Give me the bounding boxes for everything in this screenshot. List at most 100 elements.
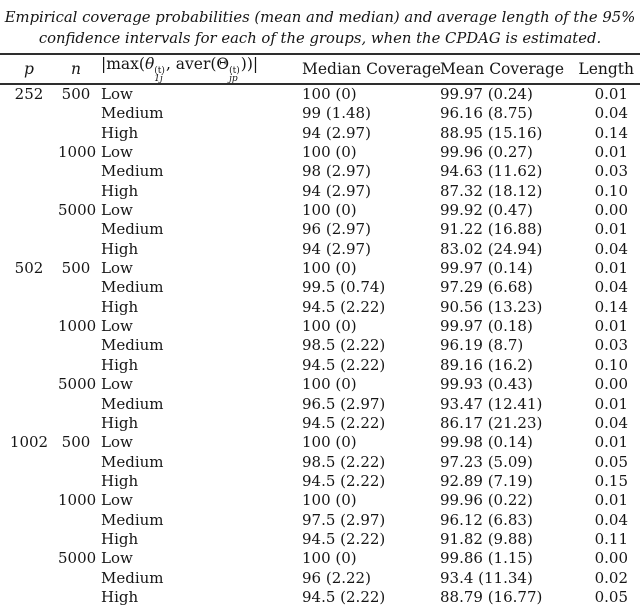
math-theta-lower: θ (144, 55, 155, 73)
cell-p (0, 240, 58, 259)
cell-length: 0.10 (594, 355, 628, 374)
cell-group-level: Low (101, 317, 133, 336)
caption-line-2: confidence intervals for each of the gro… (38, 30, 602, 47)
cell-group-level: Medium (101, 510, 164, 529)
cell-length: 0.01 (594, 220, 628, 239)
cell-n (58, 336, 94, 355)
cell-length: 0.14 (594, 297, 628, 316)
cell-n (58, 104, 94, 123)
table-row: Medium 96.5 (2.97) 93.47 (12.41) 0.01 (0, 395, 640, 414)
math-theta-upper-sub: jp (229, 73, 238, 84)
cell-p (0, 336, 58, 355)
cell-mean-coverage: 93.4 (11.34) (440, 568, 533, 587)
cell-median-coverage: 96.5 (2.97) (302, 394, 386, 413)
table-row: Medium 97.5 (2.97) 96.12 (6.83) 0.04 (0, 511, 640, 530)
cell-median-coverage: 94.5 (2.22) (302, 297, 386, 316)
cell-length: 0.03 (594, 162, 628, 181)
cell-p (0, 549, 58, 568)
math-theta-upper-scripts: (t) jp (229, 67, 240, 84)
cell-length: 0.05 (594, 587, 628, 605)
cell-group-level: Medium (101, 336, 164, 355)
cell-n (58, 530, 94, 549)
table-header: p n |max(θ (t) 1j, aver(Θ (t) jp))| Median C… (0, 54, 640, 85)
header-row: p n |max(θ (t) 1j, aver(Θ (t) jp))| Median C… (0, 54, 640, 85)
cell-group-level: Medium (101, 278, 164, 297)
cell-median-coverage: 98.5 (2.22) (302, 336, 386, 355)
cell-median-coverage: 100 (0) (302, 433, 357, 452)
table-row: Medium 98.5 (2.22) 97.23 (5.09) 0.05 (0, 453, 640, 472)
table-row: 252 500 Low 100 (0) 99.97 (0.24) 0.01 (0, 84, 640, 104)
column-header-median-coverage: Median Coverage (299, 54, 441, 85)
cell-median-coverage: 94 (2.97) (302, 123, 371, 142)
table-row: High 94 (2.97) 88.95 (15.16) 0.14 (0, 124, 640, 143)
cell-mean-coverage: 87.32 (18.12) (440, 181, 543, 200)
table-row: 5000 Low 100 (0) 99.86 (1.15) 0.00 (0, 549, 640, 568)
cell-median-coverage: 98 (2.97) (302, 162, 371, 181)
cell-mean-coverage: 97.23 (5.09) (440, 452, 533, 471)
cell-length: 0.00 (594, 201, 628, 220)
cell-length: 0.04 (594, 239, 628, 258)
cell-mean-coverage: 91.82 (9.88) (440, 529, 533, 548)
cell-length: 0.11 (594, 529, 628, 548)
cell-group-level: Low (101, 433, 133, 452)
cell-mean-coverage: 93.47 (12.41) (440, 394, 543, 413)
cell-n: 1000 (58, 143, 97, 162)
cell-n: 5000 (58, 375, 97, 394)
cell-median-coverage: 99.5 (0.74) (302, 278, 386, 297)
cell-p (0, 511, 58, 530)
cell-length: 0.04 (594, 510, 628, 529)
table-row: High 94.5 (2.22) 91.82 (9.88) 0.11 (0, 530, 640, 549)
cell-length: 0.01 (594, 259, 628, 278)
cell-n (58, 220, 94, 239)
table-row: Medium 96 (2.22) 93.4 (11.34) 0.02 (0, 569, 640, 588)
math-open: |max( (101, 55, 145, 73)
cell-group-level: High (101, 239, 139, 258)
cell-n (58, 278, 94, 297)
cell-n (58, 356, 94, 375)
table-row: Medium 98.5 (2.22) 96.19 (8.7) 0.03 (0, 336, 640, 355)
cell-length: 0.05 (594, 452, 628, 471)
cell-mean-coverage: 94.63 (11.62) (440, 162, 543, 181)
cell-median-coverage: 100 (0) (302, 85, 357, 103)
cell-p (0, 162, 58, 181)
cell-p (0, 375, 58, 394)
cell-mean-coverage: 99.96 (0.22) (440, 491, 533, 510)
cell-p (0, 472, 58, 491)
table-row: Medium 98 (2.97) 94.63 (11.62) 0.03 (0, 162, 640, 181)
cell-n (58, 395, 94, 414)
cell-p (0, 491, 58, 510)
cell-p (0, 569, 58, 588)
cell-n: 5000 (58, 201, 97, 220)
table-row: High 94.5 (2.22) 89.16 (16.2) 0.10 (0, 356, 640, 375)
math-theta-lower-sub: 1j (154, 73, 163, 84)
cell-group-level: Low (101, 259, 133, 278)
table-row: Medium 99.5 (0.74) 97.29 (6.68) 0.04 (0, 278, 640, 297)
column-header-p: p (0, 54, 58, 85)
cell-mean-coverage: 99.97 (0.14) (440, 259, 533, 278)
cell-group-level: Medium (101, 220, 164, 239)
cell-median-coverage: 96 (2.97) (302, 220, 371, 239)
cell-median-coverage: 94 (2.97) (302, 181, 371, 200)
cell-group-level: Medium (101, 104, 164, 123)
table-row: 1000 Low 100 (0) 99.97 (0.18) 0.01 (0, 317, 640, 336)
cell-median-coverage: 94.5 (2.22) (302, 471, 386, 490)
cell-p (0, 124, 58, 143)
cell-n (58, 472, 94, 491)
cell-median-coverage: 96 (2.22) (302, 568, 371, 587)
table-row: High 94 (2.97) 83.02 (24.94) 0.04 (0, 240, 640, 259)
cell-group-level: High (101, 355, 139, 374)
cell-length: 0.15 (594, 471, 628, 490)
caption-line-1: Empirical coverage probabilities (mean a… (4, 9, 636, 26)
cell-n (58, 182, 94, 201)
cell-length: 0.14 (594, 123, 628, 142)
cell-length: 0.00 (594, 375, 628, 394)
cell-group-level: High (101, 297, 139, 316)
cell-n (58, 124, 94, 143)
cell-length: 0.04 (594, 104, 628, 123)
cell-group-level: Low (101, 491, 133, 510)
cell-n: 500 (61, 85, 91, 103)
table-row: 5000 Low 100 (0) 99.92 (0.47) 0.00 (0, 201, 640, 220)
cell-p (0, 182, 58, 201)
cell-median-coverage: 100 (0) (302, 491, 357, 510)
cell-n (58, 298, 94, 317)
